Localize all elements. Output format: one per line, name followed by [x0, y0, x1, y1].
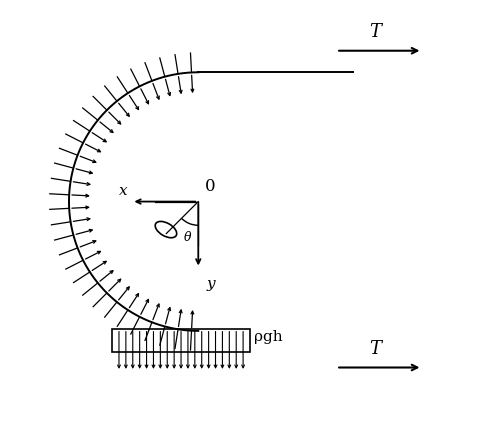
Text: ρgh: ρgh [254, 329, 283, 343]
Text: x: x [118, 184, 127, 198]
Bar [112, 329, 250, 353]
Text: y: y [207, 276, 216, 290]
Text: θ: θ [184, 230, 192, 243]
Text: T: T [369, 23, 381, 41]
Text: 0: 0 [204, 178, 216, 194]
Text: T: T [369, 339, 381, 357]
